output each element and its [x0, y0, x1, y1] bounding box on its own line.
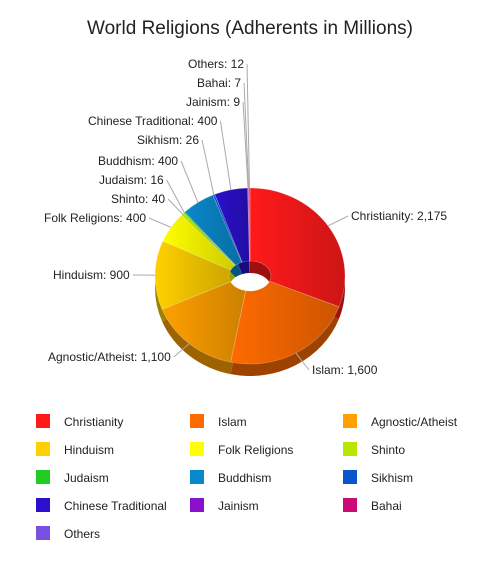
leader-line-6: [166, 179, 185, 213]
legend-swatch: [343, 414, 357, 428]
legend-swatch: [36, 526, 50, 540]
legend: Christianity Islam Agnostic/Atheist Hinduis…: [36, 414, 458, 541]
legend-swatch: [36, 442, 50, 456]
legend-swatch: [343, 470, 357, 484]
legend-label: Judaism: [64, 471, 109, 485]
data-label-judaism: Judaism: 16: [99, 173, 164, 187]
leader-line-1: [295, 352, 310, 371]
leader-line-10: [242, 101, 249, 189]
leader-line-7: [180, 160, 199, 203]
leader-line-11: [243, 82, 250, 189]
legend-item-agnostic-atheist[interactable]: Agnostic/Atheist: [343, 414, 458, 429]
data-label-chinese-traditional: Chinese Traditional: 400: [88, 114, 218, 128]
legend-item-jainism[interactable]: Jainism: [190, 498, 259, 513]
legend-label: Hinduism: [64, 443, 114, 457]
legend-label: Shinto: [371, 443, 405, 457]
legend-item-buddhism[interactable]: Buddhism: [190, 470, 271, 485]
chart-title: World Religions (Adherents in Millions): [87, 18, 413, 39]
legend-item-hinduism[interactable]: Hinduism: [36, 442, 114, 457]
legend-label: Bahai: [371, 499, 402, 513]
leader-line-8: [201, 139, 215, 195]
data-label-agnostic-atheist: Agnostic/Atheist: 1,100: [48, 350, 171, 364]
legend-swatch: [343, 442, 357, 456]
legend-item-christianity[interactable]: Christianity: [36, 414, 123, 429]
slice-sikhism[interactable]: [212, 193, 243, 263]
slice-agnostic-atheist[interactable]: [161, 281, 247, 363]
slice-islam[interactable]: [230, 280, 340, 365]
leader-line-12: [246, 63, 250, 189]
legend-label: Agnostic/Atheist: [371, 415, 458, 429]
legend-swatch: [36, 498, 50, 512]
legend-label: Others: [64, 527, 100, 541]
legend-label: Christianity: [64, 415, 123, 429]
legend-item-folk-religions[interactable]: Folk Religions: [190, 442, 293, 457]
data-label-bahai: Bahai: 7: [197, 76, 241, 90]
data-label-sikhism: Sikhism: 26: [137, 133, 199, 147]
data-label-islam: Islam: 1,600: [312, 363, 378, 377]
data-label-christianity: Christianity: 2,175: [351, 209, 447, 223]
slice-christianity[interactable]: [249, 187, 346, 308]
legend-label: Sikhism: [371, 471, 413, 485]
legend-item-chinese-traditional[interactable]: Chinese Traditional: [36, 498, 167, 513]
legend-swatch: [190, 414, 204, 428]
legend-label: Jainism: [218, 499, 259, 513]
legend-item-islam[interactable]: Islam: [190, 414, 247, 429]
legend-item-bahai[interactable]: Bahai: [343, 498, 402, 513]
data-label-folk-religions: Folk Religions: 400: [44, 211, 146, 225]
leader-line-0: [327, 215, 349, 227]
legend-label: Folk Religions: [218, 443, 293, 457]
legend-label: Chinese Traditional: [64, 499, 167, 513]
leader-lines: [132, 63, 349, 371]
data-label-hinduism: Hinduism: 900: [53, 268, 130, 282]
data-labels: Christianity: 2,175 Islam: 1,600 Agnostic/…: [44, 57, 447, 377]
legend-swatch: [190, 442, 204, 456]
legend-label: Islam: [218, 415, 247, 429]
data-label-buddhism: Buddhism: 400: [98, 154, 178, 168]
legend-item-judaism[interactable]: Judaism: [36, 470, 109, 485]
legend-swatch: [36, 470, 50, 484]
data-label-shinto: Shinto: 40: [111, 192, 165, 206]
leader-line-5: [167, 198, 183, 215]
legend-label: Buddhism: [218, 471, 271, 485]
legend-swatch: [36, 414, 50, 428]
data-label-others: Others: 12: [188, 57, 244, 71]
pie-slices: [154, 187, 346, 365]
leader-line-4: [148, 217, 172, 228]
slice-hinduism[interactable]: [154, 240, 232, 310]
legend-item-shinto[interactable]: Shinto: [343, 442, 405, 457]
legend-item-others[interactable]: Others: [36, 526, 100, 541]
data-label-jainism: Jainism: 9: [186, 95, 240, 109]
legend-swatch: [190, 498, 204, 512]
legend-swatch: [343, 498, 357, 512]
leader-line-9: [219, 120, 232, 190]
legend-swatch: [190, 470, 204, 484]
legend-item-sikhism[interactable]: Sikhism: [343, 470, 413, 485]
leader-line-2: [173, 343, 190, 358]
